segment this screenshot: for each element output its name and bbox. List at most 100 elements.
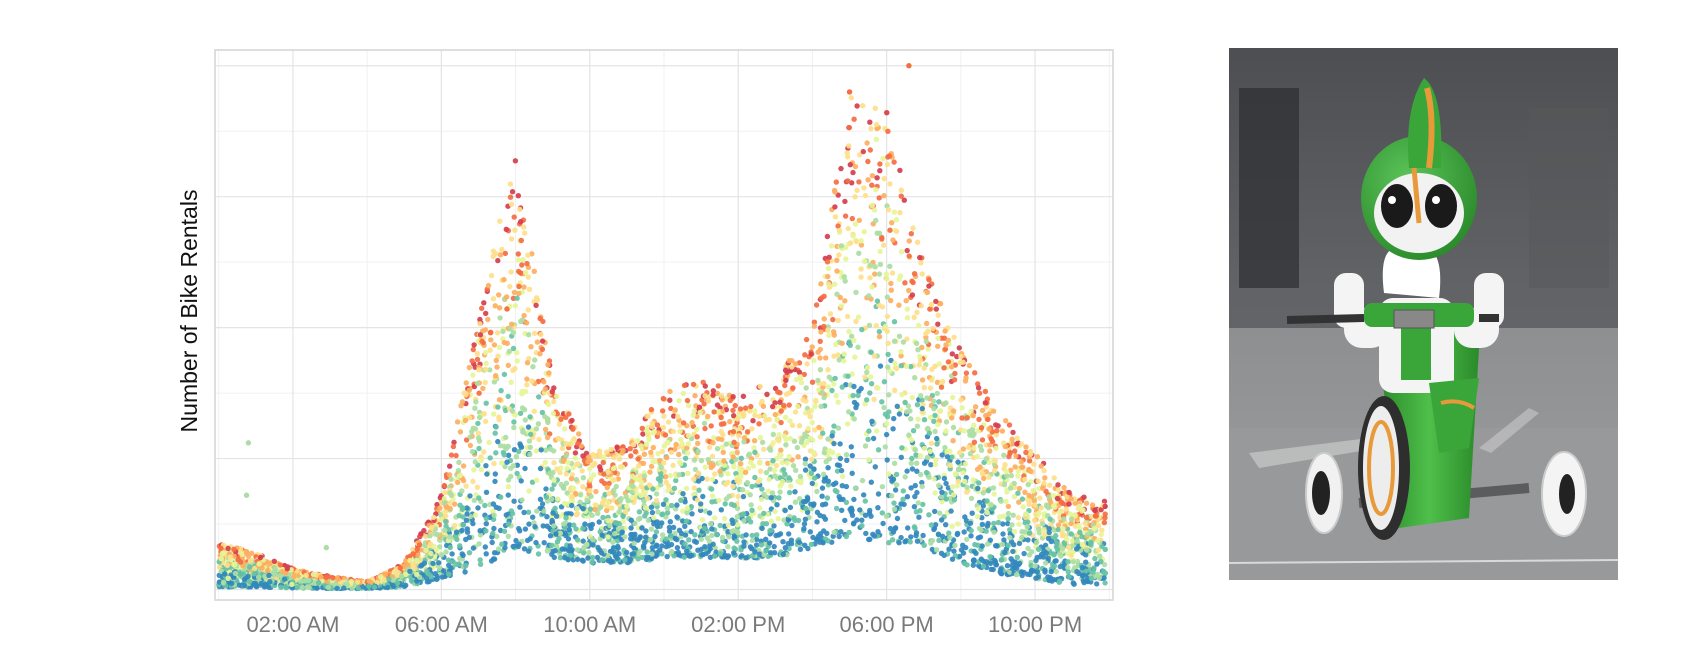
rental-point	[859, 326, 865, 333]
rental-point	[1101, 561, 1108, 568]
rental-point	[899, 391, 905, 398]
rental-point	[671, 485, 678, 491]
rental-point	[615, 545, 621, 551]
rental-point	[739, 487, 746, 493]
rental-point	[924, 320, 930, 327]
rental-point	[673, 477, 679, 484]
rental-point	[918, 393, 924, 399]
rental-point	[266, 572, 272, 578]
rental-point	[667, 397, 673, 403]
rental-point	[1011, 528, 1018, 535]
rental-point	[784, 369, 790, 376]
rental-point	[682, 532, 689, 538]
rental-point	[880, 155, 886, 162]
rental-point	[956, 449, 963, 456]
rental-point	[725, 479, 731, 486]
rental-point	[938, 384, 945, 390]
rental-point	[813, 302, 820, 308]
rental-point	[569, 417, 575, 424]
rental-point	[873, 217, 879, 224]
rental-point	[931, 526, 937, 533]
rental-point	[935, 421, 941, 428]
rental-point	[850, 521, 857, 527]
rental-point	[807, 463, 813, 469]
rental-point	[626, 559, 632, 565]
rental-point	[906, 432, 912, 438]
rental-point	[668, 405, 674, 412]
rental-point	[519, 317, 525, 323]
rental-point	[987, 560, 994, 566]
rental-point	[521, 407, 528, 413]
rental-point	[934, 435, 940, 442]
rental-point	[294, 585, 300, 591]
rental-point	[945, 337, 952, 343]
rental-point	[999, 541, 1006, 547]
rental-point	[447, 534, 453, 540]
rental-point	[849, 512, 856, 518]
rental-point	[494, 364, 500, 370]
rental-point	[956, 345, 962, 351]
rental-point	[862, 498, 868, 504]
rental-point	[974, 453, 981, 460]
rental-point	[620, 513, 626, 520]
rental-point	[1040, 485, 1046, 491]
rental-point	[683, 485, 690, 492]
rental-point	[706, 538, 712, 544]
rental-point	[802, 352, 808, 358]
rental-point	[949, 415, 955, 421]
rental-point	[680, 518, 686, 524]
rental-point	[1057, 563, 1064, 570]
rental-point	[574, 506, 580, 512]
rental-point	[1055, 526, 1062, 533]
rental-point	[934, 441, 940, 447]
rental-point	[442, 490, 448, 496]
rental-point	[463, 392, 469, 398]
rental-point	[1048, 569, 1054, 575]
rental-point	[908, 363, 914, 370]
rental-point	[517, 528, 523, 534]
rental-point	[534, 477, 540, 483]
rental-point	[984, 498, 990, 504]
rental-point	[277, 573, 283, 579]
rental-point	[888, 297, 894, 304]
rental-point	[657, 458, 663, 464]
rental-point	[682, 523, 688, 529]
rental-point	[802, 516, 809, 522]
rental-point	[939, 489, 945, 495]
rental-point	[921, 384, 927, 391]
rental-point	[944, 449, 950, 455]
rental-point	[441, 495, 448, 502]
rental-point	[993, 422, 999, 428]
rental-point	[247, 564, 253, 570]
rental-point	[476, 445, 482, 452]
rental-point	[870, 435, 877, 442]
rental-point	[935, 335, 941, 342]
rental-point	[494, 330, 501, 336]
rental-point	[606, 480, 612, 487]
rental-point	[928, 462, 934, 468]
rental-point	[659, 520, 665, 526]
rental-point	[480, 385, 486, 392]
rental-point	[997, 514, 1003, 520]
rental-point	[524, 376, 530, 382]
rental-point	[1026, 492, 1032, 499]
rental-point	[676, 451, 682, 458]
rental-point	[631, 540, 637, 546]
rental-point	[532, 357, 538, 363]
rental-point	[1008, 467, 1014, 473]
rental-point	[652, 533, 658, 540]
rental-point	[846, 143, 852, 149]
rental-point	[821, 478, 827, 484]
rental-point	[424, 579, 431, 585]
rental-point	[561, 456, 567, 462]
rental-point	[968, 527, 974, 534]
rental-point	[695, 547, 701, 553]
rental-point	[888, 280, 894, 287]
rental-point	[768, 527, 774, 533]
rental-point	[589, 559, 595, 565]
rental-point	[818, 329, 824, 335]
rental-point	[859, 523, 865, 529]
rental-point	[503, 434, 509, 441]
rental-point	[1097, 553, 1103, 559]
rental-point	[719, 397, 725, 403]
